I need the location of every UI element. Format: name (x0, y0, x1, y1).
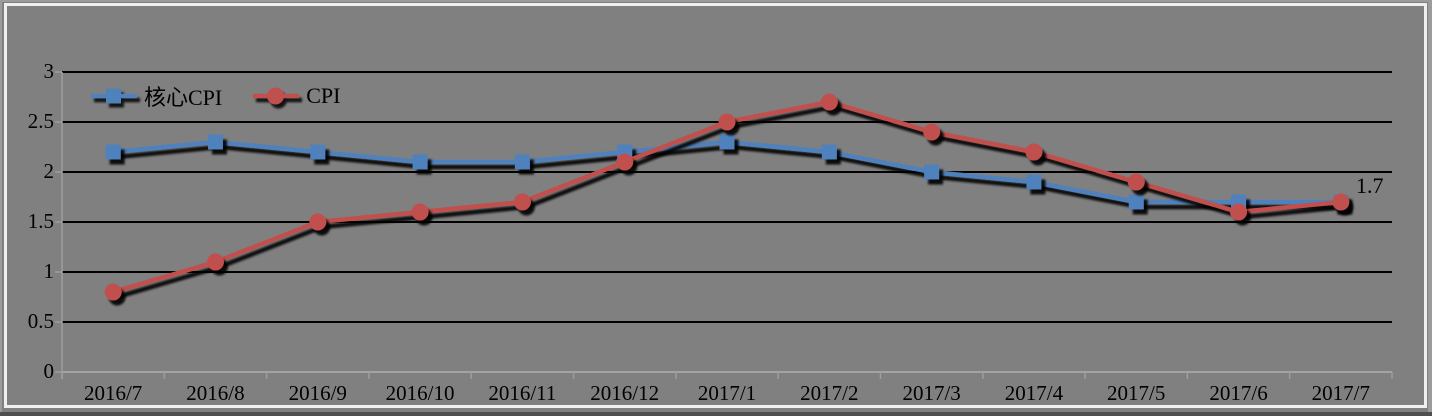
core-cpi-point-2016/10 (412, 154, 428, 170)
x-axis-label-2017/3: 2017/3 (902, 381, 961, 405)
core-cpi-point-2017/3 (924, 164, 940, 180)
y-axis-label-2: 2 (43, 159, 55, 184)
x-axis-label-2016/12: 2016/12 (590, 381, 660, 405)
y-axis-label-0: 0 (43, 359, 55, 384)
legend-label-core-cpi: 核心CPI (144, 85, 223, 110)
x-axis-label-2016/8: 2016/8 (186, 381, 245, 405)
x-axis-label-2016/10: 2016/10 (385, 381, 455, 405)
cpi-point-2017/2 (820, 93, 838, 111)
axes-and-ticks (55, 71, 1393, 379)
cpi-point-2016/8 (206, 253, 224, 271)
cpi-point-2016/10 (411, 203, 429, 221)
x-axis-label-2017/1: 2017/1 (697, 381, 757, 405)
core-cpi-point-2016/9 (310, 144, 326, 160)
cpi-point-2017/4 (1025, 143, 1043, 161)
legend-item-cpi: CPI (252, 83, 341, 109)
chart-legend: 核心CPI CPI (90, 80, 341, 112)
y-axis-label-0.5: 0.5 (27, 309, 54, 334)
cpi-line-circle-icon (253, 87, 300, 105)
canvas-edge-top (0, 0, 1432, 2)
core-cpi-point-2017/2 (821, 144, 837, 160)
cpi-point-2017/6 (1230, 203, 1248, 221)
core-cpi-point-2017/1 (719, 134, 735, 150)
cpi-point-2017/5 (1127, 173, 1145, 191)
cpi-point-2017/3 (923, 123, 941, 141)
cpi-point-2016/9 (309, 213, 327, 231)
x-axis-label-2016/11: 2016/11 (488, 381, 557, 405)
x-axis-label-2017/7: 2017/7 (1311, 381, 1371, 405)
canvas-edge-left (0, 0, 2, 416)
canvas-edge-bottom (0, 412, 1432, 416)
x-axis-label-2017/4: 2017/4 (1004, 381, 1064, 405)
x-axis-label-2017/2: 2017/2 (800, 381, 859, 405)
data-series (104, 93, 1350, 301)
core-cpi-line-square-icon (91, 88, 137, 104)
core-cpi-point-2017/4 (1026, 174, 1042, 190)
cpi-point-2017/7 (1332, 193, 1350, 211)
core-cpi-point-2016/11 (514, 154, 530, 170)
y-axis-label-1: 1 (43, 259, 55, 284)
cpi-point-2016/7 (104, 283, 122, 301)
y-axis-label-3: 3 (43, 59, 55, 84)
x-axis-label-2017/6: 2017/6 (1209, 381, 1268, 405)
core-cpi-point-2016/7 (105, 144, 121, 160)
y-axis-label-1.5: 1.5 (27, 209, 54, 234)
legend-label-cpi: CPI (306, 83, 341, 108)
y-axis-label-2.5: 2.5 (27, 109, 54, 134)
cpi-point-2017/1 (718, 113, 736, 131)
cpi-point-2016/12 (616, 153, 634, 171)
core-cpi-point-2016/8 (207, 134, 223, 150)
core-cpi-point-2017/5 (1128, 194, 1144, 210)
cpi-end-value-label: 1.7 (1356, 173, 1384, 198)
x-axis-label-2017/5: 2017/5 (1107, 381, 1166, 405)
legend-item-core-cpi: 核心CPI (90, 80, 222, 112)
x-axis-label-2016/9: 2016/9 (288, 381, 347, 405)
cpi-point-2016/11 (513, 193, 531, 211)
x-axis-label-2016/7: 2016/7 (83, 381, 143, 405)
canvas-edge-right (1428, 0, 1432, 416)
